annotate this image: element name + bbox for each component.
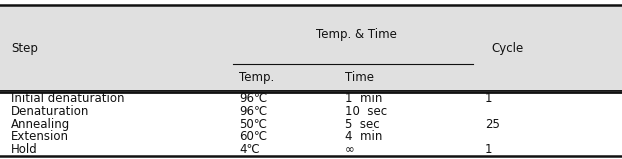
Text: Denaturation: Denaturation	[11, 105, 90, 118]
Text: 1: 1	[485, 143, 493, 156]
Text: Time: Time	[345, 71, 374, 84]
Text: 5  sec: 5 sec	[345, 118, 380, 131]
Text: 96℃: 96℃	[239, 92, 267, 105]
Text: Initial denaturation: Initial denaturation	[11, 92, 124, 105]
Text: Step: Step	[11, 42, 38, 55]
Text: 25: 25	[485, 118, 500, 131]
Text: Hold: Hold	[11, 143, 38, 156]
Text: Extension: Extension	[11, 130, 69, 143]
Text: Temp. & Time: Temp. & Time	[315, 28, 397, 41]
Text: Temp.: Temp.	[239, 71, 275, 84]
Text: 1  min: 1 min	[345, 92, 383, 105]
Text: 4℃: 4℃	[239, 143, 260, 156]
Text: ∞: ∞	[345, 143, 355, 156]
Text: 60℃: 60℃	[239, 130, 267, 143]
Text: 10  sec: 10 sec	[345, 105, 388, 118]
Bar	[0, 5, 622, 92]
Text: 96℃: 96℃	[239, 105, 267, 118]
Text: 50℃: 50℃	[239, 118, 267, 131]
Text: Cycle: Cycle	[491, 42, 524, 55]
Text: 1: 1	[485, 92, 493, 105]
Text: 4  min: 4 min	[345, 130, 383, 143]
Text: Annealing: Annealing	[11, 118, 70, 131]
